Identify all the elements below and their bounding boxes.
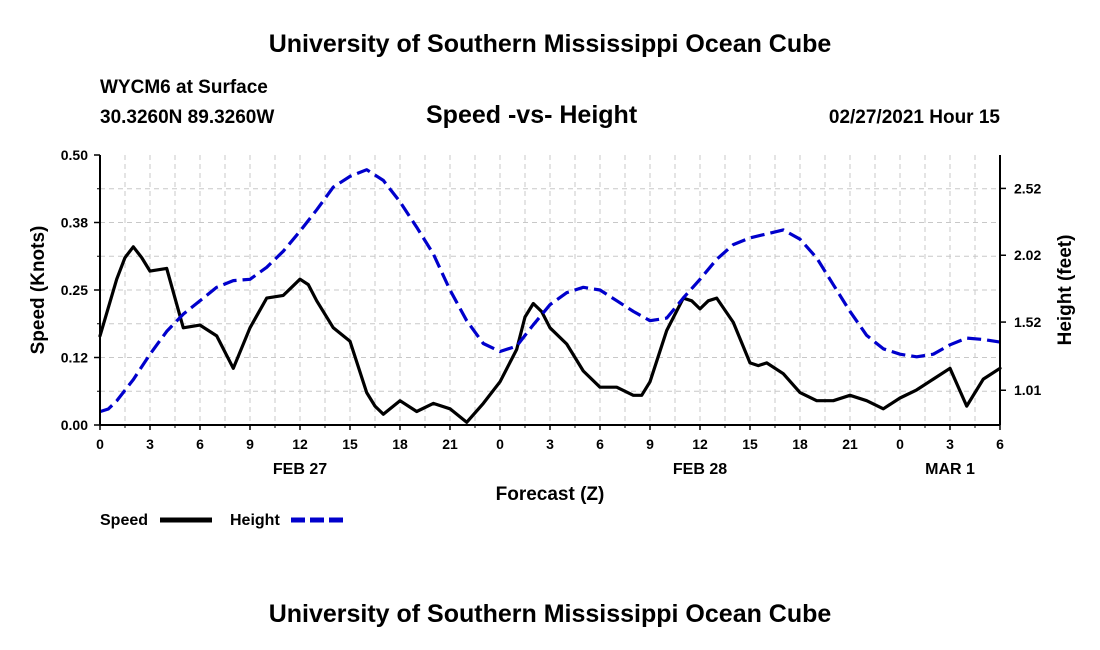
y-axis-right-label: Height (feet) [1055,235,1076,346]
y-axis-left-label: Speed (Knots) [28,226,49,355]
x-tick-label: 12 [292,436,308,452]
x-tick-label: 3 [946,436,954,452]
label-layer: Forecast (Z) Speed (Knots) Height (feet) [28,226,1076,505]
legend: Speed Height [100,512,343,529]
x-tick-label: 6 [596,436,604,452]
x-tick-label: 3 [146,436,154,452]
grid-layer [100,155,1000,425]
chart-title: Speed -vs- Height [426,101,638,129]
y-left-tick-label: 0.25 [61,282,88,298]
page-title: University of Southern Mississippi Ocean… [268,30,832,58]
y-left-tick-label: 0.38 [61,215,88,231]
x-tick-label: 6 [996,436,1004,452]
y-right-tick-label: 2.52 [1014,180,1041,196]
x-axis-label: Forecast (Z) [496,484,605,505]
x-tick-label: 15 [342,436,358,452]
legend-speed-label: Speed [100,512,148,529]
legend-height-label: Height [230,512,280,529]
y-left-tick-label: 0.00 [61,417,88,433]
footer-title: University of Southern Mississippi Ocean… [268,600,832,628]
y-right-tick-label: 2.02 [1014,247,1041,263]
x-tick-label: 0 [496,436,504,452]
x-tick-label: 21 [442,436,458,452]
x-tick-label: 9 [646,436,654,452]
x-tick-label: 0 [96,436,104,452]
x-tick-label: 21 [842,436,858,452]
station-label: WYCM6 at Surface [100,77,268,98]
x-tick-label: 0 [896,436,904,452]
y-right-tick-label: 1.52 [1014,314,1041,330]
y-left-tick-label: 0.50 [61,147,88,163]
y-left-tick-label: 0.12 [61,350,88,366]
series-line-height [99,168,1001,414]
x-tick-label: 18 [792,436,808,452]
series-line-speed [98,245,1002,424]
x-date-label: MAR 1 [925,461,975,478]
series-layer [98,168,1002,424]
x-tick-label: 3 [546,436,554,452]
x-tick-label: 18 [392,436,408,452]
x-tick-label: 6 [196,436,204,452]
x-date-label: FEB 28 [673,461,727,478]
axis-layer: 0 3 6 9 12 15 18 21 0 3 6 9 12 15 18 21 0 3 6 0.00 0.12 0.25 0… [61,147,1042,478]
x-date-label: FEB 27 [273,461,327,478]
coordinates-label: 30.3260N 89.3260W [100,107,275,128]
x-tick-label: 15 [742,436,758,452]
x-tick-label: 9 [246,436,254,452]
x-tick-label: 12 [692,436,708,452]
y-right-tick-label: 1.01 [1014,382,1041,398]
datetime-label: 02/27/2021 Hour 15 [828,107,1000,128]
